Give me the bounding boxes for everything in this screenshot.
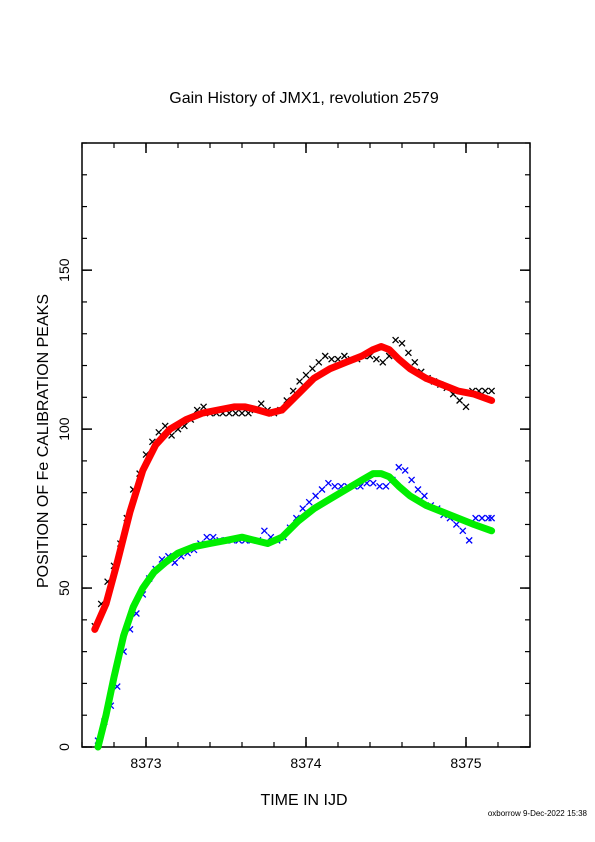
x-axis-label: TIME IN IJD xyxy=(260,792,347,809)
data-point-2 xyxy=(488,514,496,522)
y-axis-label: POSITION OF Fe CALIBRATION PEAKS xyxy=(35,294,52,588)
y-tick-label: 0 xyxy=(56,743,72,751)
data-point-2 xyxy=(369,479,377,487)
data-point-0 xyxy=(411,358,419,366)
data-point-2 xyxy=(414,486,422,493)
data-point-0 xyxy=(379,358,387,366)
data-point-2 xyxy=(484,514,492,522)
chart-title: Gain History of JMX1, revolution 2579 xyxy=(169,90,439,107)
data-point-2 xyxy=(420,492,428,500)
fit-curve-3 xyxy=(94,470,496,751)
data-point-0 xyxy=(302,371,310,379)
data-point-2 xyxy=(305,498,313,506)
data-point-2 xyxy=(382,482,390,490)
data-point-0 xyxy=(392,336,400,344)
fit-curves xyxy=(91,343,496,751)
data-point-0 xyxy=(238,409,246,417)
y-tick-label: 50 xyxy=(56,580,72,596)
x-tick-label: 8375 xyxy=(450,755,481,771)
plot-area xyxy=(81,142,531,748)
data-point-2 xyxy=(395,463,403,471)
axis-ticks xyxy=(81,142,531,748)
y-tick-label: 100 xyxy=(56,417,72,441)
data-point-2 xyxy=(331,482,339,490)
data-point-2 xyxy=(299,505,307,513)
footer-timestamp: oxborrow 9-Dec-2022 15:38 xyxy=(488,809,588,818)
data-point-0 xyxy=(481,387,489,395)
fit-curve-1 xyxy=(91,343,496,633)
data-point-0 xyxy=(404,349,412,357)
data-point-0 xyxy=(308,365,316,373)
data-point-0 xyxy=(328,355,336,363)
data-point-0 xyxy=(257,400,265,408)
data-point-0 xyxy=(200,403,208,411)
data-point-0 xyxy=(321,352,329,360)
data-point-2 xyxy=(376,482,384,490)
data-point-0 xyxy=(462,403,470,411)
y-tick-label: 150 xyxy=(56,258,72,282)
data-point-0 xyxy=(340,352,348,360)
x-tick-label: 8373 xyxy=(130,755,161,771)
data-point-2 xyxy=(472,514,480,522)
data-point-2 xyxy=(408,476,416,484)
data-point-2 xyxy=(260,527,268,535)
plot-frame xyxy=(81,142,531,748)
data-point-2 xyxy=(465,536,473,544)
data-point-2 xyxy=(401,466,409,474)
data-point-0 xyxy=(488,387,496,395)
data-point-0 xyxy=(456,397,464,404)
data-point-2 xyxy=(478,514,486,522)
data-point-0 xyxy=(232,409,240,417)
data-point-2 xyxy=(312,492,320,500)
data-point-0 xyxy=(296,377,304,385)
tick-labels: 8373 8374 8375 0 50 100 150 xyxy=(56,258,482,771)
data-point-0 xyxy=(372,355,380,363)
data-point-2 xyxy=(452,521,460,528)
data-point-2 xyxy=(318,486,326,493)
data-point-0 xyxy=(315,358,323,366)
data-point-2 xyxy=(459,527,467,535)
data-point-0 xyxy=(398,339,406,347)
data-point-2 xyxy=(203,533,211,541)
x-tick-label: 8374 xyxy=(290,755,321,771)
data-point-2 xyxy=(324,479,332,487)
